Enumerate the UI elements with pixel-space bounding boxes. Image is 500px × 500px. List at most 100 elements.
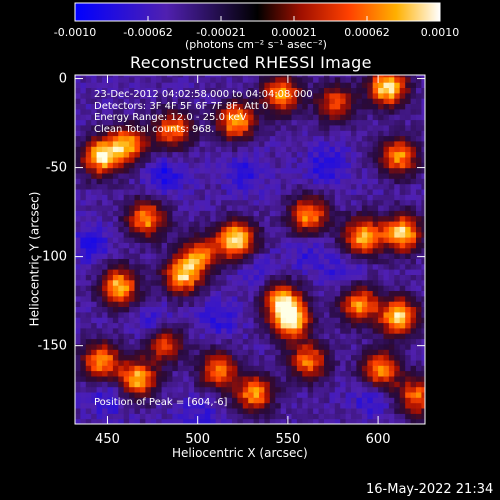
heatmap-cell bbox=[194, 221, 201, 227]
heatmap-cell bbox=[275, 269, 282, 275]
heatmap-cell bbox=[313, 140, 320, 147]
heatmap-cell bbox=[134, 413, 141, 420]
heatmap-cell bbox=[96, 162, 103, 169]
heatmap-cell bbox=[145, 349, 152, 356]
heatmap-cell bbox=[286, 354, 293, 361]
heatmap-cell bbox=[405, 381, 412, 388]
heatmap-cell bbox=[378, 75, 385, 78]
heatmap-cell bbox=[129, 311, 136, 318]
heatmap-cell bbox=[199, 333, 206, 340]
heatmap-cell bbox=[248, 274, 255, 281]
heatmap-cell bbox=[356, 274, 363, 281]
heatmap-cell bbox=[150, 333, 157, 340]
heatmap-cell bbox=[345, 418, 352, 424]
heatmap-cell bbox=[394, 279, 401, 286]
heatmap-cell bbox=[318, 338, 325, 345]
heatmap-cell bbox=[334, 295, 341, 302]
heatmap-cell bbox=[416, 370, 422, 377]
heatmap-cell bbox=[107, 408, 114, 414]
heatmap-cell bbox=[253, 408, 260, 414]
heatmap-cell bbox=[199, 76, 206, 83]
heatmap-cell bbox=[253, 108, 260, 115]
heatmap-cell bbox=[253, 114, 260, 121]
heatmap-cell bbox=[118, 274, 125, 281]
heatmap-cell bbox=[329, 322, 336, 329]
heatmap-cell bbox=[75, 290, 81, 297]
heatmap-cell bbox=[345, 156, 352, 163]
heatmap-cell bbox=[307, 354, 314, 361]
heatmap-cell bbox=[204, 205, 211, 211]
heatmap-cell bbox=[102, 269, 109, 275]
heatmap-cell bbox=[156, 92, 163, 99]
heatmap-cell bbox=[102, 391, 109, 398]
heatmap-cell bbox=[302, 365, 309, 372]
heatmap-cell bbox=[221, 146, 228, 153]
heatmap-cell bbox=[167, 135, 173, 142]
heatmap-cell bbox=[204, 114, 211, 121]
heatmap-cell bbox=[378, 140, 385, 147]
heatmap-cell bbox=[118, 247, 125, 254]
heatmap-cell bbox=[172, 290, 179, 297]
heatmap-cell bbox=[194, 365, 201, 372]
heatmap-cell bbox=[242, 210, 249, 217]
heatmap-cell bbox=[394, 140, 401, 147]
heatmap-cell bbox=[416, 365, 422, 372]
heatmap-cell bbox=[296, 183, 303, 190]
heatmap-cell bbox=[253, 130, 260, 137]
heatmap-cell bbox=[210, 231, 217, 238]
heatmap-cell bbox=[329, 327, 336, 334]
heatmap-cell bbox=[367, 274, 374, 281]
heatmap-cell bbox=[75, 151, 81, 158]
heatmap-cell bbox=[145, 258, 152, 265]
heatmap-cell bbox=[302, 151, 309, 158]
heatmap-cell bbox=[361, 247, 368, 254]
heatmap-cell bbox=[394, 317, 401, 324]
heatmap-cell bbox=[156, 295, 163, 302]
heatmap-cell bbox=[232, 108, 238, 115]
heatmap-cell bbox=[161, 381, 168, 388]
heatmap-cell bbox=[264, 290, 271, 297]
heatmap-cell bbox=[280, 386, 287, 393]
heatmap-cell bbox=[264, 354, 271, 361]
heatmap-cell bbox=[383, 386, 390, 393]
heatmap-cell bbox=[161, 247, 168, 254]
heatmap-cell bbox=[139, 349, 146, 356]
heatmap-cell bbox=[129, 327, 136, 334]
heatmap-cell bbox=[248, 370, 255, 377]
heatmap-cell bbox=[161, 365, 168, 372]
heatmap-cell bbox=[194, 397, 201, 404]
heatmap-cell bbox=[242, 370, 249, 377]
heatmap-cell bbox=[102, 253, 109, 259]
heatmap-cell bbox=[232, 386, 238, 393]
heatmap-cell bbox=[388, 231, 395, 238]
heatmap-cell bbox=[112, 130, 119, 137]
heatmap-cell bbox=[324, 151, 330, 158]
heatmap-cell bbox=[383, 408, 390, 414]
heatmap-cell bbox=[199, 381, 206, 388]
heatmap-cell bbox=[388, 322, 395, 329]
heatmap-cell bbox=[388, 183, 395, 190]
heatmap-cell bbox=[329, 306, 336, 313]
heatmap-cell bbox=[253, 167, 260, 174]
heatmap-cell bbox=[75, 103, 81, 110]
heatmap-cell bbox=[372, 349, 379, 356]
heatmap-cell bbox=[118, 338, 125, 345]
heatmap-cell bbox=[345, 269, 352, 275]
heatmap-cell bbox=[291, 162, 298, 169]
heatmap-cell bbox=[286, 279, 293, 286]
heatmap-cell bbox=[167, 108, 173, 115]
heatmap-cell bbox=[399, 215, 406, 222]
heatmap-cell bbox=[361, 140, 368, 147]
heatmap-cell bbox=[286, 140, 293, 147]
heatmap-cell bbox=[183, 343, 190, 350]
heatmap-cell bbox=[226, 327, 233, 334]
heatmap-cell bbox=[248, 327, 255, 334]
heatmap-cell bbox=[351, 237, 357, 243]
heatmap-cell bbox=[410, 151, 417, 158]
heatmap-cell bbox=[226, 167, 233, 174]
heatmap-cell bbox=[416, 130, 422, 137]
heatmap-cell bbox=[167, 226, 173, 233]
heatmap-cell bbox=[210, 386, 217, 393]
heatmap-cell bbox=[367, 295, 374, 302]
heatmap-cell bbox=[351, 269, 357, 275]
